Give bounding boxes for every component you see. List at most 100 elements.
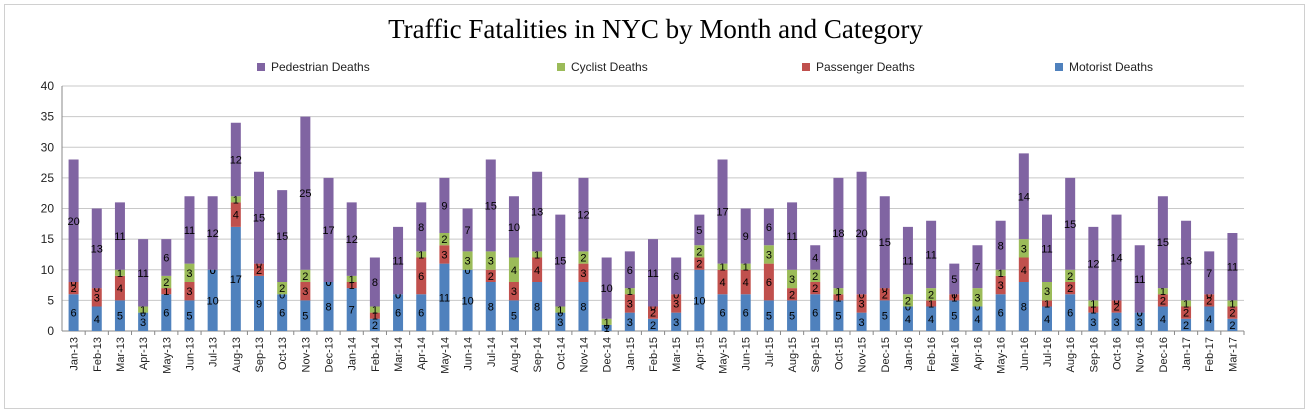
x-tick-label: Jul-14	[486, 337, 498, 367]
data-label: 2	[302, 271, 308, 283]
x-tick-label: Jan-15	[625, 337, 637, 371]
data-label: 5	[951, 274, 957, 286]
bar-segment	[184, 282, 195, 301]
bar-segment	[230, 202, 241, 227]
bar-segment	[694, 257, 705, 270]
data-label: 5	[117, 311, 123, 323]
bar-segment	[416, 294, 427, 331]
bar-segment	[1181, 318, 1192, 331]
bar-segment	[1042, 300, 1052, 307]
data-label: 1	[835, 286, 841, 298]
bar-segment	[300, 300, 311, 331]
bar-segment	[1204, 306, 1215, 331]
bar-segment	[787, 300, 798, 331]
bar-segment	[91, 306, 102, 331]
bar-segment	[1134, 312, 1145, 331]
data-label: 15	[253, 213, 265, 225]
data-label: 7	[349, 305, 355, 317]
bar-segment	[346, 288, 357, 331]
bar-segment	[300, 116, 311, 270]
bar-segment	[648, 306, 658, 319]
y-tick-label: 0	[47, 324, 54, 338]
data-label: 0	[210, 265, 216, 277]
x-tick-label: Apr-13	[138, 337, 150, 370]
bar-segment	[624, 288, 635, 295]
data-label: 8	[418, 222, 424, 234]
bar-segment	[1042, 282, 1052, 301]
data-label: 4	[974, 314, 980, 326]
x-tick-label: Jan-17	[1181, 337, 1193, 371]
data-label: 3	[1044, 286, 1050, 298]
data-label: 14	[1110, 253, 1122, 265]
data-label: 0	[94, 283, 100, 295]
data-label: 2	[812, 271, 818, 283]
data-label: 1	[117, 268, 123, 280]
data-label: 8	[998, 240, 1004, 252]
data-label: 3	[186, 268, 192, 280]
data-label: 8	[1021, 302, 1027, 314]
x-tick-label: Jul-16	[1042, 337, 1054, 367]
data-label: 4	[117, 283, 123, 295]
legend-swatch-passenger	[802, 63, 810, 71]
bar-segment	[532, 251, 543, 258]
data-label: 11	[902, 256, 913, 268]
x-tick-label: Jan-16	[903, 337, 915, 371]
data-label: 15	[485, 200, 497, 212]
data-label: 3	[859, 298, 865, 310]
data-label: 4	[511, 265, 517, 277]
data-label: 0	[465, 265, 471, 277]
bar-segment	[1018, 257, 1029, 282]
bar-segment	[91, 288, 102, 307]
data-label: 0	[1137, 308, 1143, 320]
bar-segment	[578, 282, 589, 331]
bar-segment	[416, 202, 427, 252]
data-label: 2	[650, 308, 656, 320]
data-label: 0	[859, 289, 865, 301]
bar-segment	[879, 300, 890, 331]
data-label: 4	[743, 277, 749, 289]
x-tick-label: Mar-15	[671, 337, 683, 372]
bar-segment	[369, 306, 380, 313]
x-tick-label: Nov-16	[1135, 337, 1147, 372]
bar-segment	[1111, 312, 1122, 331]
data-label: 1	[372, 311, 378, 323]
legend-item-passenger: Passenger Deaths	[802, 60, 915, 74]
legend-item-motorist: Motorist Deaths	[1055, 60, 1153, 74]
bar-segment	[949, 300, 960, 331]
x-tick-label: Jan-14	[347, 337, 359, 371]
x-tick-label: Aug-15	[787, 337, 799, 372]
data-label: 0	[325, 277, 331, 289]
data-label: 14	[1018, 191, 1030, 203]
data-label: 7	[1206, 268, 1212, 280]
data-label: 3	[627, 298, 633, 310]
bar-segment	[439, 177, 450, 233]
data-label: 2	[1183, 308, 1189, 320]
x-tick-label: May-14	[439, 337, 451, 374]
bar-segment	[787, 288, 798, 301]
bar-segment	[1042, 306, 1052, 331]
bar-segment	[833, 177, 844, 289]
bar-segment	[624, 312, 635, 331]
y-tick-label: 40	[41, 79, 55, 93]
x-tick-label: Dec-16	[1158, 337, 1170, 372]
data-label: 4	[905, 314, 911, 326]
data-label: 2	[488, 271, 494, 283]
data-label: 6	[719, 308, 725, 320]
bar-segment	[926, 288, 937, 301]
data-label: 0	[325, 277, 331, 289]
data-label: 3	[465, 256, 471, 268]
bar-segment	[972, 306, 983, 331]
data-label: 10	[601, 283, 613, 295]
data-label: 2	[71, 283, 77, 295]
data-label: 0	[650, 302, 656, 314]
data-label: 0	[210, 265, 216, 277]
bar-segment	[207, 269, 218, 331]
data-label: 1	[1090, 305, 1096, 317]
data-label: 6	[71, 308, 77, 320]
bar-segment	[972, 288, 983, 307]
bar-segment	[369, 257, 380, 307]
x-tick-label: Mar-17	[1227, 337, 1239, 372]
data-label: 3	[557, 317, 563, 329]
data-label: 2	[789, 289, 795, 301]
data-label: 4	[719, 277, 725, 289]
